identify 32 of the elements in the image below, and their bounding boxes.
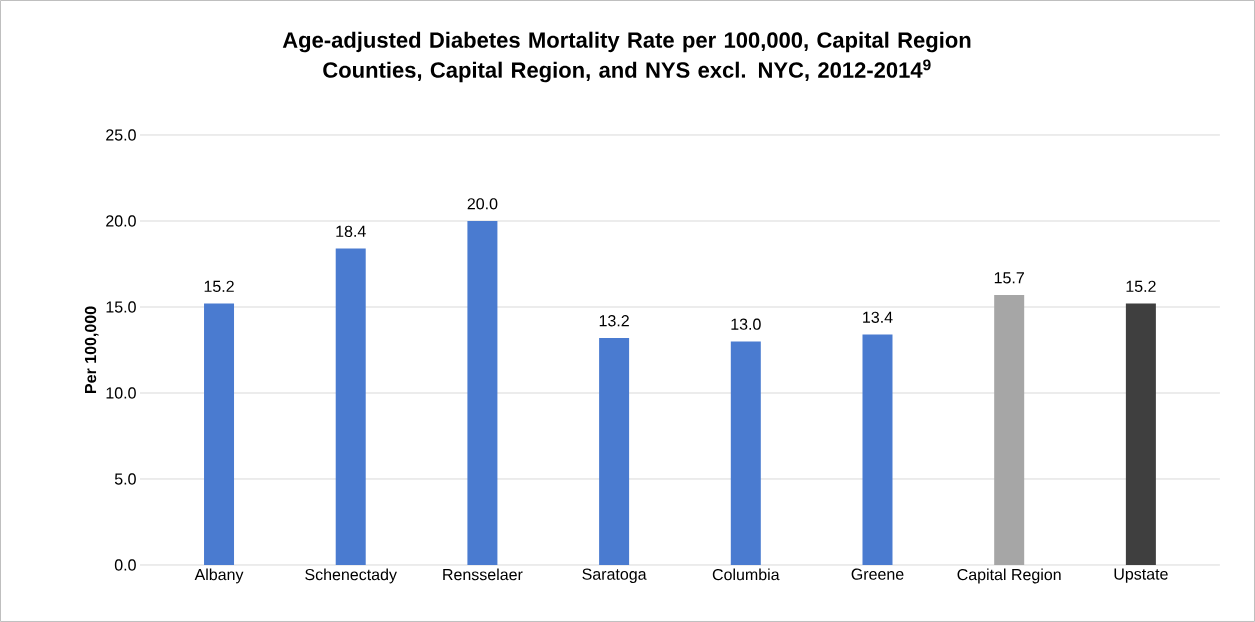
- data-label: 15.2: [204, 280, 234, 293]
- x-tick-label: Rensselaer: [443, 568, 523, 581]
- data-label: 13.0: [731, 318, 761, 330]
- y-tick-label: 10.0: [106, 387, 136, 399]
- x-tick-label: Columbia: [712, 568, 780, 581]
- data-label: 20.0: [467, 198, 498, 210]
- x-tick-label: Upstate: [1114, 568, 1168, 583]
- bar: [335, 248, 366, 565]
- bar: [467, 220, 498, 565]
- x-tick-label: Saratoga: [582, 568, 647, 583]
- x-tick-label: Capital Region: [957, 568, 1061, 584]
- data-label: 13.2: [599, 315, 629, 327]
- y-tick-label: 5.0: [114, 473, 136, 485]
- y-tick-label: 20.0: [106, 215, 136, 227]
- x-tick-label: Albany: [194, 568, 244, 584]
- data-label: 13.4: [863, 311, 893, 323]
- y-tick-label: 15.0: [106, 301, 136, 313]
- data-label: 15.7: [994, 272, 1024, 284]
- bar: [994, 294, 1025, 565]
- bar: [204, 303, 235, 565]
- bar: [1125, 303, 1156, 565]
- y-tick-label: 25.0: [106, 129, 136, 141]
- y-tick-label: 0.0: [114, 559, 136, 571]
- chart-title: Age-adjusted Diabetes Mortality Rate per 100,000, Capital Region Counties, Capital Region, and NYS excl. NYC, 2012-2014$^{9}$: [282, 31, 971, 83]
- bar: [599, 337, 630, 565]
- data-label: 18.4: [336, 225, 366, 237]
- x-tick-label: Schenectady: [305, 568, 397, 584]
- data-label: 15.2: [1126, 280, 1156, 293]
- x-tick-label: Greene: [851, 568, 904, 580]
- bar: [730, 341, 761, 565]
- bar: [862, 334, 893, 565]
- y-axis-title: Per 100,000: [84, 306, 99, 393]
